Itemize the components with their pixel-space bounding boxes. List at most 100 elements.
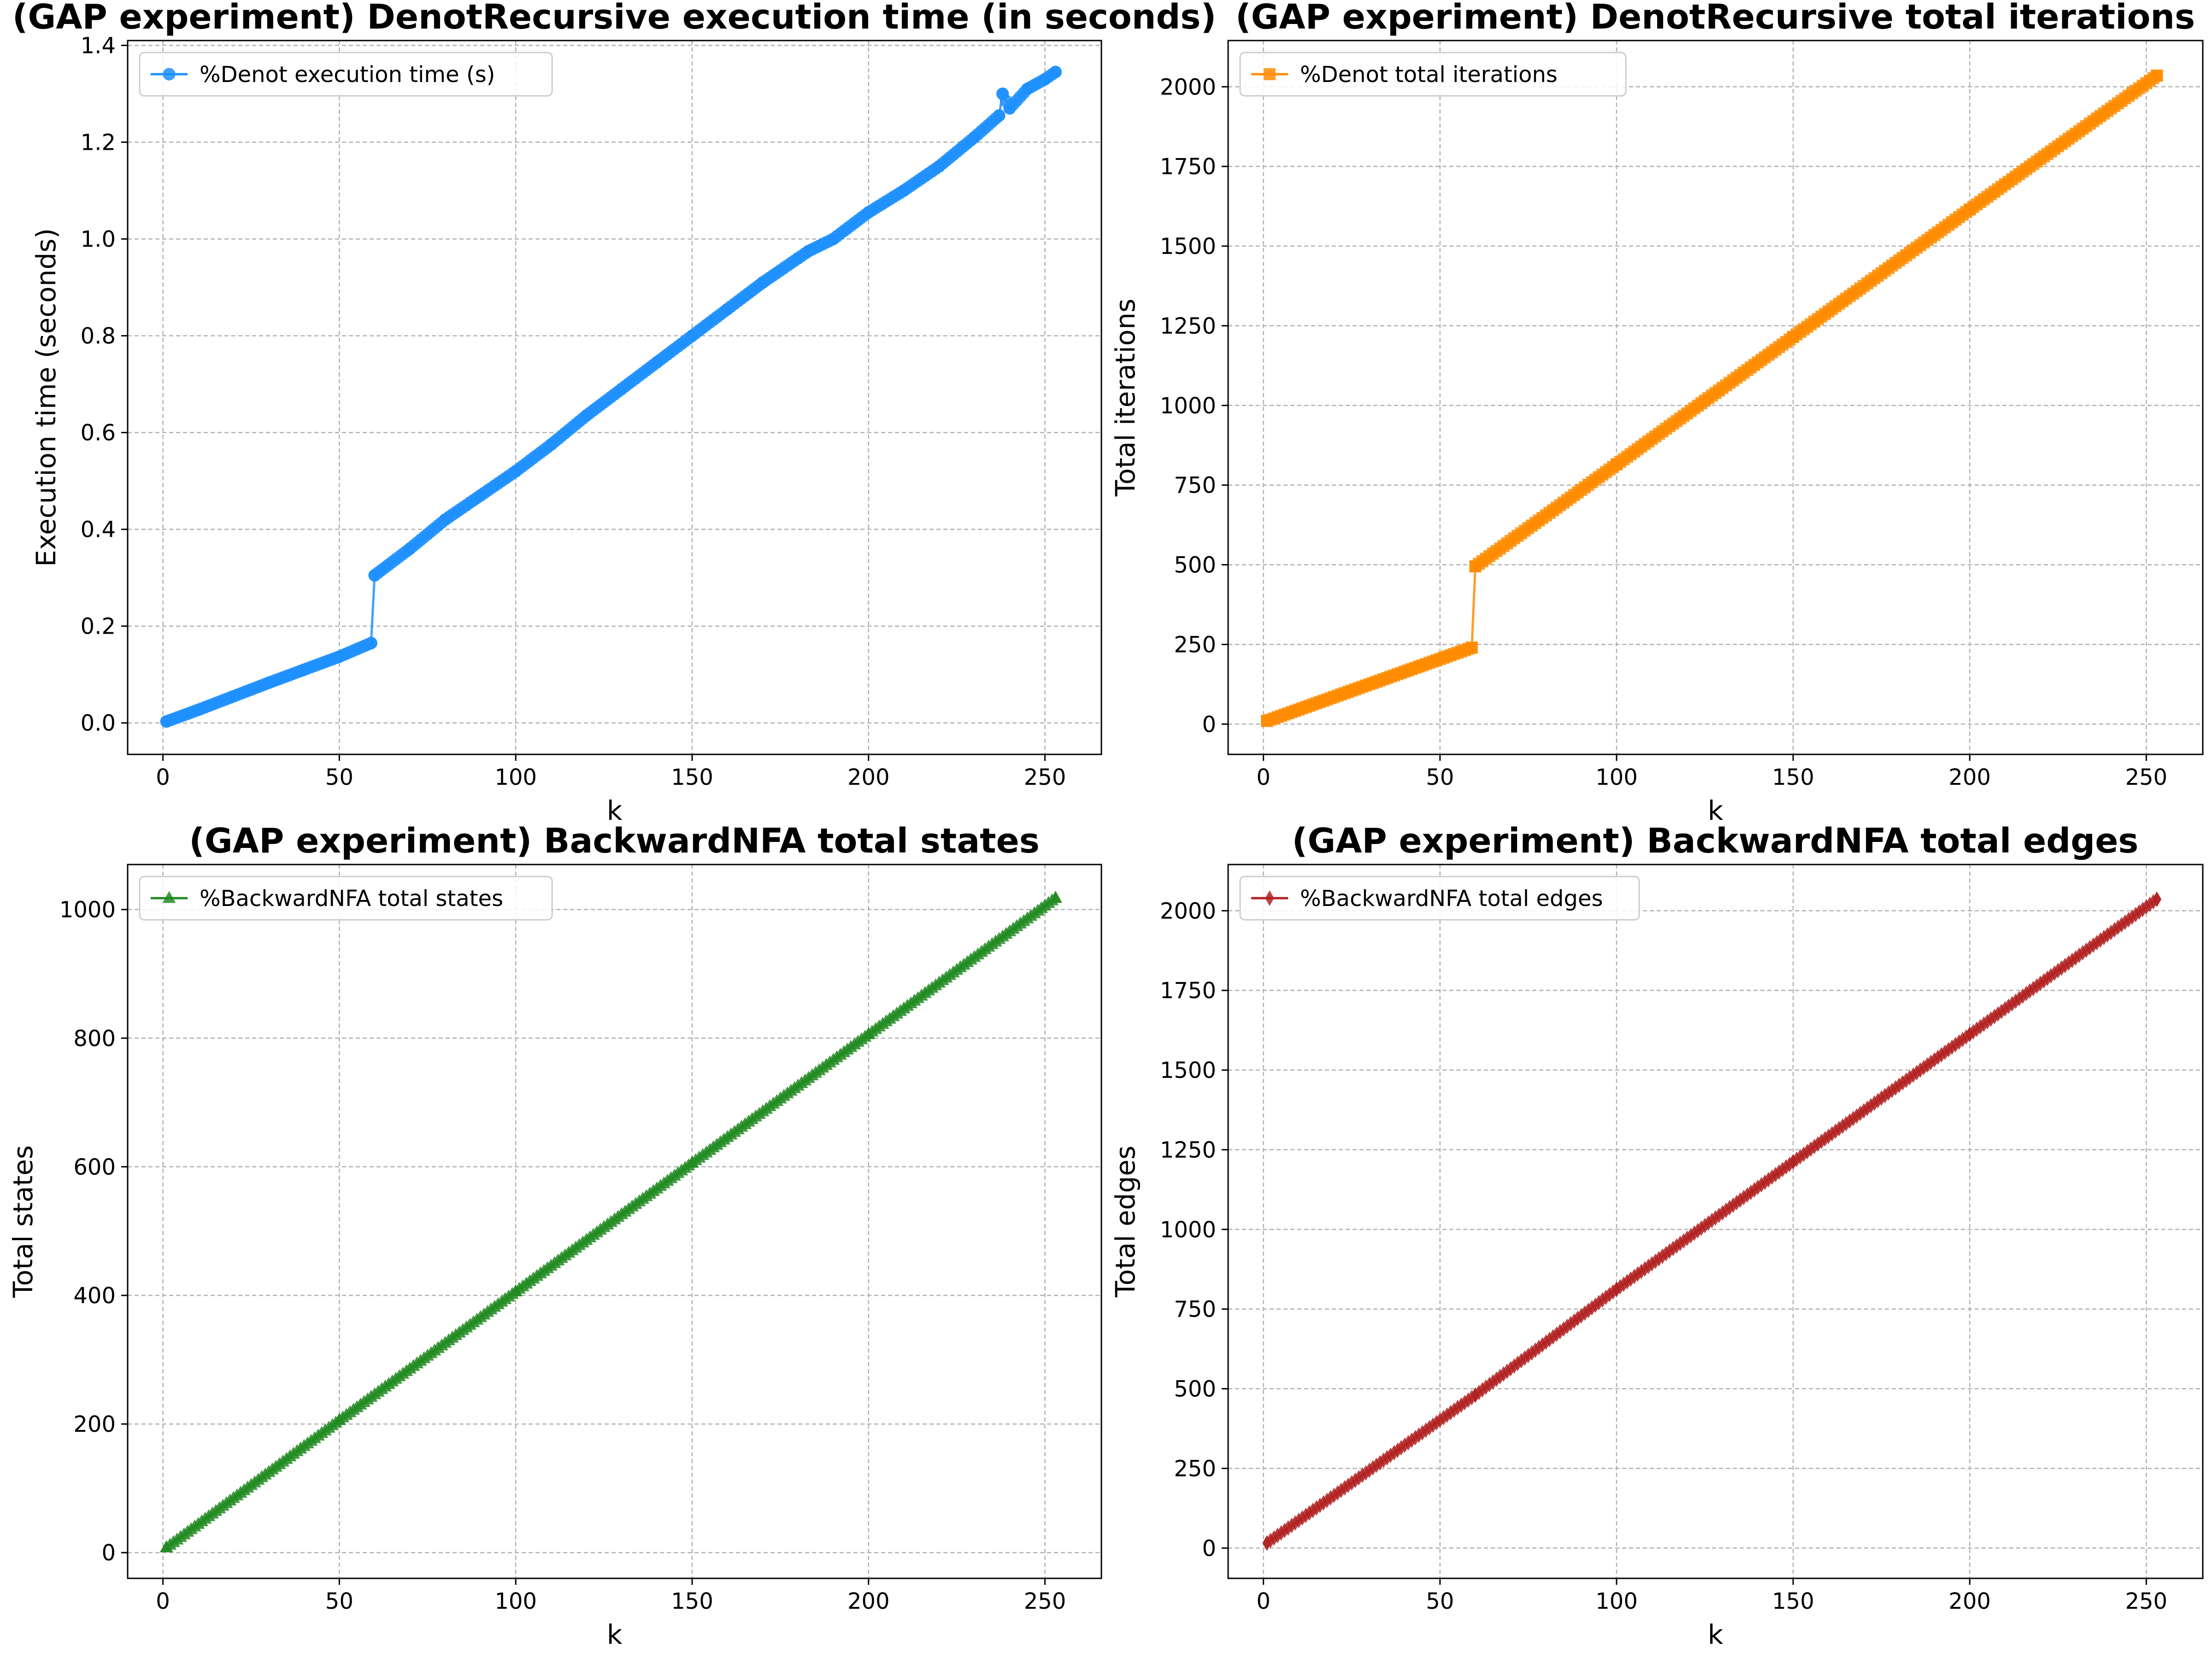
x-tick-label: 100	[494, 765, 537, 790]
data-point	[403, 542, 416, 555]
data-point	[1782, 1159, 1791, 1175]
data-point	[1379, 1452, 1388, 1468]
data-point	[580, 409, 593, 422]
data-point	[721, 303, 734, 316]
data-point	[160, 715, 173, 728]
data-point	[1894, 1077, 1904, 1094]
y-tick-label: 1000	[59, 897, 116, 923]
data-point	[1319, 1495, 1328, 1511]
x-tick-label: 0	[1256, 765, 1271, 790]
data-point	[1679, 1233, 1688, 1249]
data-point	[163, 68, 176, 81]
data-point	[1465, 641, 1478, 654]
data-point	[1457, 1397, 1466, 1413]
data-point	[1636, 1264, 1646, 1279]
data-point	[2007, 996, 2017, 1012]
x-tick-label: 250	[2125, 1588, 2168, 1614]
data-point	[1668, 1241, 1678, 1257]
data-point	[1583, 1302, 1593, 1318]
data-point	[1739, 1189, 1748, 1206]
data-point	[1665, 1243, 1674, 1259]
y-tick-label: 2000	[1160, 898, 1216, 924]
y-tick-label: 1500	[1160, 234, 1216, 259]
x-tick-label: 150	[671, 765, 713, 790]
chart-panel-3: 0 50 100 150 200 250 0 200 400 600 800 1000 (GAP exp…	[7, 821, 1102, 1650]
data-point	[1916, 1062, 1925, 1078]
data-point	[1841, 1116, 1851, 1132]
data-point	[1965, 1026, 1974, 1042]
data-point	[1425, 1420, 1434, 1435]
data-point	[1449, 1402, 1459, 1418]
x-tick-label: 50	[1426, 765, 1454, 790]
chart-title: (GAP experiment) DenotRecursive total it…	[1235, 0, 2195, 37]
data-point	[2092, 935, 2101, 951]
y-tick-label: 750	[1174, 1297, 1216, 1323]
y-axis-label: Total edges	[1110, 1146, 1141, 1298]
plot-frame	[127, 40, 1102, 755]
data-point	[474, 489, 487, 502]
data-point	[1336, 1483, 1346, 1498]
y-axis-label: Total iterations	[1110, 299, 1141, 497]
data-point	[2039, 973, 2048, 989]
data-point	[1308, 1502, 1318, 1518]
data-point	[1283, 1520, 1293, 1536]
data-point	[1432, 1415, 1441, 1431]
y-tick-label: 1000	[1160, 393, 1216, 419]
data-point	[1591, 1297, 1600, 1313]
data-point	[1555, 1324, 1565, 1340]
data-point	[1944, 1041, 1953, 1058]
x-tick-label: 150	[671, 1588, 713, 1614]
data-point	[509, 465, 522, 478]
data-point	[1799, 1146, 1808, 1162]
y-tick-label: 750	[1174, 473, 1216, 499]
x-tick-label: 100	[1595, 765, 1638, 790]
data-point	[1264, 68, 1276, 80]
chart-title: (GAP experiment) BackwardNFA total edges	[1292, 821, 2139, 861]
chart-title: (GAP experiment) DenotRecursive executio…	[12, 0, 1217, 37]
data-point	[1686, 1228, 1695, 1244]
data-point	[1658, 1248, 1667, 1264]
chart-panel-4: 0 50 100 150 200 250 0 250 500 750 1000 1250 1500 175…	[1110, 821, 2204, 1650]
data-point	[1372, 1457, 1381, 1473]
x-tick-label: 150	[1772, 1588, 1814, 1614]
data-point	[968, 131, 981, 144]
plot-frame	[1227, 40, 2204, 755]
data-point	[2096, 932, 2105, 948]
x-axis-label: k	[1708, 1619, 1724, 1650]
data-point	[685, 1155, 699, 1168]
legend-label: %Denot execution time (s)	[200, 62, 495, 88]
data-point	[1954, 1034, 1964, 1050]
data-point	[862, 1027, 876, 1039]
y-tick-label: 0.0	[81, 711, 116, 736]
data-point	[1471, 1387, 1480, 1403]
y-tick-label: 1250	[1160, 313, 1216, 339]
x-axis-label: k	[607, 1619, 623, 1650]
data-point	[509, 1284, 523, 1297]
y-tick-label: 1.4	[81, 33, 116, 59]
data-point	[1612, 1281, 1621, 1297]
data-point	[1502, 1363, 1512, 1379]
data-point	[1986, 1011, 1995, 1027]
data-point	[333, 1413, 346, 1425]
y-tick-label: 1.0	[81, 227, 116, 253]
x-tick-label: 200	[1948, 765, 1991, 790]
data-point	[615, 382, 628, 395]
data-point	[1884, 1085, 1893, 1101]
data-point	[545, 438, 558, 451]
y-tick-label: 0	[1202, 712, 1216, 737]
data-point	[192, 703, 205, 716]
data-point	[1976, 1019, 1985, 1035]
data-point	[1933, 1049, 1943, 1065]
data-point	[2127, 909, 2137, 925]
data-point	[1750, 1182, 1759, 1198]
data-point	[827, 233, 840, 246]
data-point	[1039, 73, 1052, 86]
y-tick-label: 2000	[1160, 74, 1216, 100]
data-point	[1265, 890, 1274, 906]
y-tick-label: 0.4	[81, 517, 116, 543]
data-point	[1277, 1525, 1286, 1541]
data-point	[1467, 1389, 1477, 1406]
data-point	[862, 206, 875, 219]
x-tick-label: 0	[156, 765, 170, 790]
y-tick-label: 0.2	[81, 614, 116, 640]
